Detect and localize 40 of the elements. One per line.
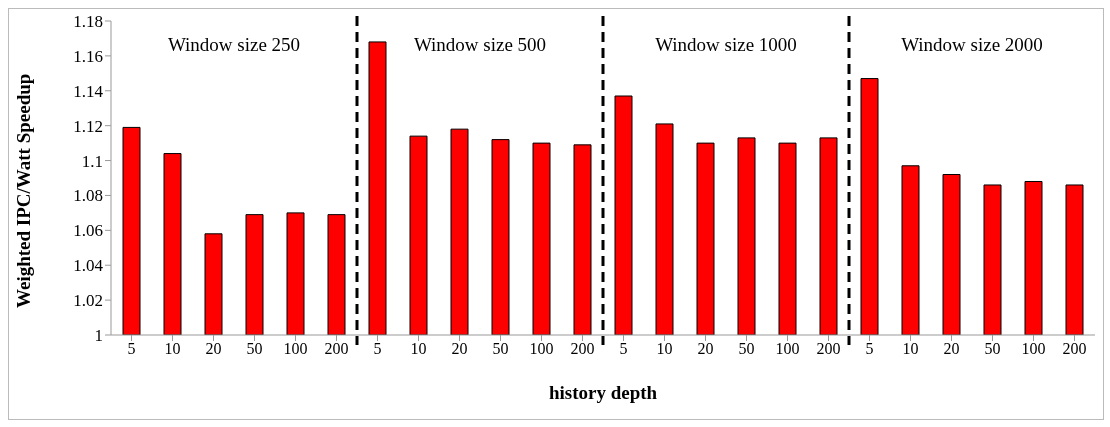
annotation: Window size 1000: [655, 34, 797, 55]
y-tick-label: 1.12: [73, 116, 103, 136]
annotation: Window size 500: [413, 34, 547, 55]
x-tick-label: 50: [492, 340, 509, 358]
y-tick-label: 1.18: [73, 12, 103, 32]
x-tick-label: 200: [816, 340, 841, 358]
x-tick-label: 50: [738, 340, 755, 358]
x-tick-label: 200: [324, 340, 349, 358]
x-axis-title: history depth: [548, 382, 658, 403]
x-tick-label: 100: [283, 340, 308, 358]
x-tick-label: 10: [164, 340, 181, 358]
y-axis-title: Weighted IPC/Watt Speedup: [12, 73, 34, 308]
x-tick-label: 50: [246, 340, 263, 358]
y-tick-label: 1.02: [73, 291, 103, 311]
x-tick-label: 10: [410, 340, 427, 358]
x-tick-label: 200: [1062, 340, 1087, 358]
annotation: Window size 250: [167, 34, 301, 55]
x-tick-label: 20: [451, 340, 468, 358]
x-tick-label: 200: [570, 340, 595, 358]
x-tick-label: 5: [865, 340, 874, 358]
x-tick-label: 10: [656, 340, 673, 358]
x-tick-label: 10: [902, 340, 919, 358]
x-tick-label: 20: [697, 340, 714, 358]
y-tick-label: 1: [94, 326, 103, 346]
y-tick-label: 1.16: [73, 46, 103, 66]
x-tick-label: 20: [943, 340, 960, 358]
y-tick-label: 1.1: [81, 151, 103, 171]
x-tick-label: 5: [373, 340, 382, 358]
y-tick-label: 1.04: [73, 256, 104, 276]
x-tick-label: 5: [619, 340, 628, 358]
x-tick-label: 100: [1021, 340, 1046, 358]
y-tick-label: 1.14: [73, 81, 104, 101]
x-tick-label: 5: [127, 340, 136, 358]
annotation: Window size 2000: [901, 34, 1043, 55]
x-tick-label: 100: [529, 340, 554, 358]
x-tick-label: 100: [775, 340, 800, 358]
x-tick-label: 50: [984, 340, 1001, 358]
x-tick-label: 20: [205, 340, 222, 358]
y-tick-label: 1.06: [73, 221, 103, 241]
y-tick-label: 1.08: [73, 186, 103, 206]
